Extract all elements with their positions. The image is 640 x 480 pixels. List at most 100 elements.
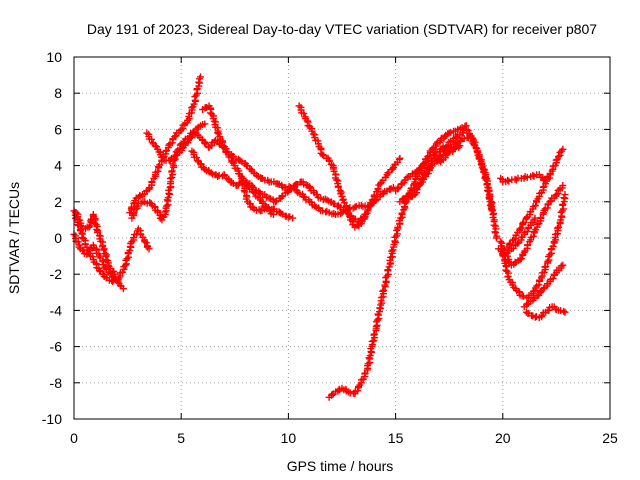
series-track-18 [499,182,567,269]
data-point [516,256,524,264]
data-point [456,142,464,150]
data-point [555,153,563,161]
data-point [373,316,381,324]
data-point [523,228,531,236]
series-track-16 [497,191,569,302]
series-track-19 [520,261,569,322]
data-point [419,175,427,183]
data-point [394,184,402,192]
data-point [557,262,565,270]
x-tick-label: 10 [281,430,297,446]
x-tick-label: 20 [495,430,511,446]
series-track-4 [126,73,204,217]
data-point [473,147,481,155]
data-point [300,110,308,118]
data-point [334,183,342,191]
data-point [364,360,372,368]
y-tick-label: 4 [54,158,62,174]
data-point [210,138,218,146]
data-point [368,337,376,345]
data-point [396,154,404,162]
data-point [517,255,525,263]
x-tick-label: 25 [602,430,618,446]
data-point [417,176,425,184]
y-tick-label: 0 [54,230,62,246]
data-point [546,251,554,259]
data-point [550,238,558,246]
data-point [482,176,490,184]
data-point [387,253,395,261]
data-point [195,78,203,86]
data-point [188,104,196,112]
data-point [516,225,524,233]
x-axis-title: GPS time / hours [287,458,394,474]
data-point [552,156,560,164]
data-point [469,139,477,147]
y-tick-label: 6 [54,121,62,137]
data-point [132,205,140,213]
y-tick-label: -8 [50,375,63,391]
data-point [85,223,93,231]
data-point [478,164,486,172]
data-point [389,165,397,173]
data-point [559,145,567,153]
data-point [559,261,567,269]
data-point [83,250,91,258]
data-point [388,247,396,255]
data-point [168,167,176,175]
data-point [142,239,150,247]
y-tick-label: -2 [50,266,63,282]
data-point [455,143,463,151]
data-point [553,224,561,232]
series-track-11 [325,122,470,401]
data-point [76,221,84,229]
data-point [171,133,179,141]
data-point [207,169,215,177]
series-track-14 [404,142,464,202]
data-point [478,160,486,168]
data-point [505,240,513,248]
data-point [520,248,528,256]
data-point [514,239,522,247]
data-point [379,287,387,295]
series-track-20 [497,171,552,186]
data-point [311,202,319,210]
data-point [169,160,177,168]
data-point [560,194,568,202]
plot-frame [73,56,611,420]
series-track-9 [237,172,297,222]
data-point [161,208,169,216]
data-point [554,223,562,231]
data-point [411,169,419,177]
data-point [522,214,530,222]
data-point [467,133,475,141]
data-point [403,174,411,182]
data-point [464,126,472,134]
data-point [184,139,192,147]
data-point [546,198,554,206]
y-tick-label: 8 [54,85,62,101]
data-point [145,245,153,253]
y-tick-label: 2 [54,194,62,210]
data-point [166,174,174,182]
data-point [128,203,136,211]
chart-title: Day 191 of 2023, Sidereal Day-to-day VTE… [87,21,597,37]
data-point [483,186,491,194]
data-point [549,275,557,283]
data-point [333,176,341,184]
data-point [424,163,432,171]
data-point [444,130,452,138]
data-point [374,185,382,193]
data-point [162,202,170,210]
data-point [486,201,494,209]
data-point [74,238,82,246]
series-track-2 [70,230,127,293]
y-axis-title: SDTVAR / TECUs [6,182,22,294]
data-point [111,270,119,278]
data-point [141,238,149,246]
data-point [344,209,352,217]
data-point [366,352,374,360]
grid [74,57,610,419]
data-point [354,387,362,395]
